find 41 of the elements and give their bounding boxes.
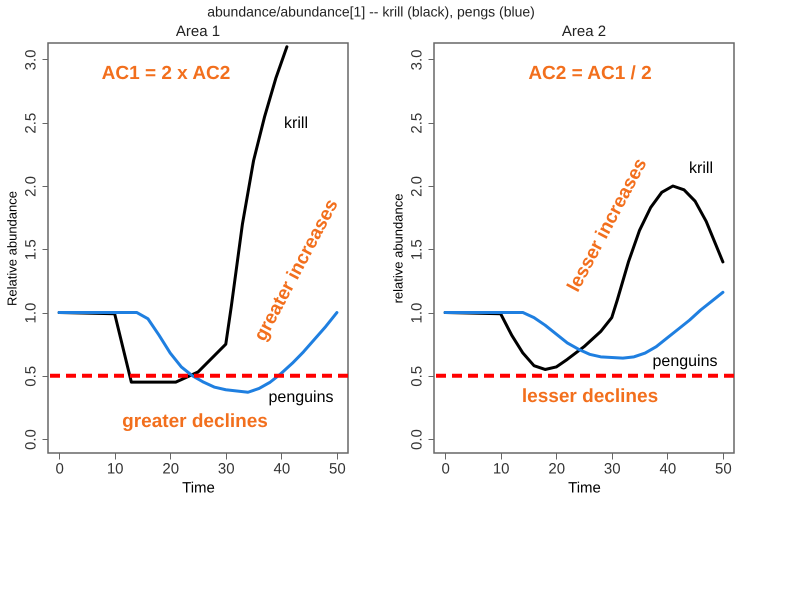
y-tick-label: 2.5 bbox=[22, 112, 40, 134]
y-tick-label: 2.5 bbox=[408, 112, 426, 134]
x-axis-title: Time bbox=[182, 480, 215, 496]
y-tick-label: 1.0 bbox=[408, 302, 426, 324]
x-tick-label: 0 bbox=[441, 460, 450, 478]
series-label: penguins bbox=[268, 389, 334, 406]
x-tick-label: 10 bbox=[106, 460, 124, 478]
text: abundance/abundance[1] -- krill (black), pengs (blue) bbox=[207, 3, 535, 20]
annotation: greater declines bbox=[122, 411, 268, 432]
series-label: penguins bbox=[652, 353, 718, 370]
chart-title: Area 2 bbox=[562, 23, 606, 40]
y-tick-label: 0.0 bbox=[408, 429, 426, 450]
y-axis-title: relative abundance bbox=[390, 194, 406, 304]
y-tick-label: 3.0 bbox=[408, 50, 426, 70]
x-tick-label: 0 bbox=[55, 460, 64, 478]
series-label: krill bbox=[284, 115, 308, 132]
annotation: AC1 = 2 x AC2 bbox=[102, 63, 230, 84]
x-tick-label: 20 bbox=[548, 460, 566, 478]
y-tick-label: 0.0 bbox=[22, 429, 40, 450]
x-tick-label: 40 bbox=[273, 460, 290, 478]
y-tick-label: 0.5 bbox=[22, 366, 40, 387]
y-tick-label: 2.0 bbox=[408, 176, 426, 197]
y-tick-label: 1.0 bbox=[22, 302, 40, 324]
series-label: krill bbox=[689, 160, 713, 177]
x-tick-label: 30 bbox=[218, 460, 235, 478]
annotation: lesser declines bbox=[522, 386, 658, 407]
y-tick-label: 1.5 bbox=[22, 239, 40, 260]
x-axis-title: Time bbox=[568, 480, 601, 496]
y-tick-label: 2.0 bbox=[22, 176, 40, 197]
x-tick-label: 20 bbox=[162, 460, 180, 478]
y-tick-label: 0.5 bbox=[408, 366, 426, 387]
y-tick-label: 1.5 bbox=[408, 239, 426, 260]
y-tick-label: 3.0 bbox=[22, 50, 40, 70]
x-tick-label: 40 bbox=[659, 460, 676, 478]
x-tick-label: 50 bbox=[715, 460, 732, 478]
annotation: AC2 = AC1 / 2 bbox=[528, 63, 652, 84]
y-axis-title: Relative abundance bbox=[4, 191, 20, 306]
x-tick-label: 30 bbox=[604, 460, 621, 478]
x-tick-label: 10 bbox=[492, 460, 510, 478]
x-tick-label: 50 bbox=[329, 460, 346, 478]
chart-title: Area 1 bbox=[176, 23, 220, 40]
